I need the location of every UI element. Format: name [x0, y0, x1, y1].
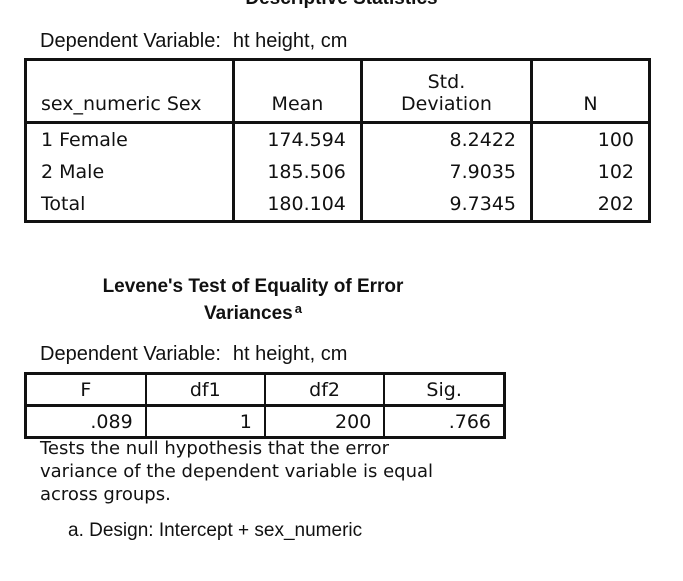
row-n: 100: [597, 129, 634, 151]
value-f: .089: [25, 405, 147, 438]
table-header-row: F df1 df2 Sig.: [25, 373, 505, 407]
dependent-variable-line: Dependent Variable: ht height, cm: [40, 30, 347, 53]
descriptive-statistics-table: sex_numeric Sex Mean Std. Deviation N 1 F…: [24, 58, 651, 223]
row-n: 102: [597, 161, 634, 183]
levene-note: Tests the null hypothesis that the error…: [40, 438, 434, 505]
row-group: 2 Male: [25, 156, 235, 188]
header-group: sex_numeric Sex: [25, 59, 235, 124]
table-row: Total 180.104 9.7345 202: [25, 188, 650, 222]
row-group: Total: [25, 188, 235, 222]
value-df2: 200: [264, 405, 386, 438]
header-sig: Sig.: [384, 373, 505, 407]
row-std: 8.2422: [361, 122, 534, 156]
levene-test-table: F df1 df2 Sig. .089 1 200 .766: [24, 372, 506, 439]
row-n: 202: [597, 193, 634, 215]
table-header-row: sex_numeric Sex Mean Std. Deviation N: [25, 59, 650, 124]
dependent-variable-label: Dependent Variable:: [40, 30, 221, 52]
header-n: N: [531, 59, 650, 124]
header-std-deviation: Std. Deviation: [361, 59, 534, 124]
descriptive-statistics-title: Descriptive Statistics: [0, 0, 683, 10]
row-std: 7.9035: [361, 156, 534, 188]
row-std: 9.7345: [361, 188, 534, 222]
dependent-variable-value: ht height, cm: [232, 343, 348, 365]
dependent-variable-label: Dependent Variable:: [40, 343, 221, 365]
header-df2: df2: [264, 373, 386, 407]
row-group: 1 Female: [25, 122, 235, 156]
table-row: .089 1 200 .766: [25, 405, 505, 438]
value-sig: .766: [448, 410, 491, 433]
dependent-variable-value: ht height, cm: [232, 30, 348, 52]
footnote-a: a. Design: Intercept + sex_numeric: [68, 520, 363, 541]
header-f: F: [25, 373, 147, 407]
row-mean: 185.506: [233, 156, 363, 188]
header-df1: df1: [145, 373, 266, 407]
row-mean: 174.594: [233, 122, 363, 156]
table-row: 2 Male 185.506 7.9035 102: [25, 156, 650, 188]
dependent-variable-line: Dependent Variable: ht height, cm: [40, 343, 347, 366]
table-row: 1 Female 174.594 8.2422 100: [25, 122, 650, 156]
header-mean: Mean: [233, 59, 363, 124]
levene-test-title: Levene's Test of Equality of Error Varian…: [102, 276, 404, 324]
footnote-marker: a: [294, 301, 302, 316]
value-df1: 1: [145, 405, 266, 438]
row-mean: 180.104: [233, 188, 363, 222]
